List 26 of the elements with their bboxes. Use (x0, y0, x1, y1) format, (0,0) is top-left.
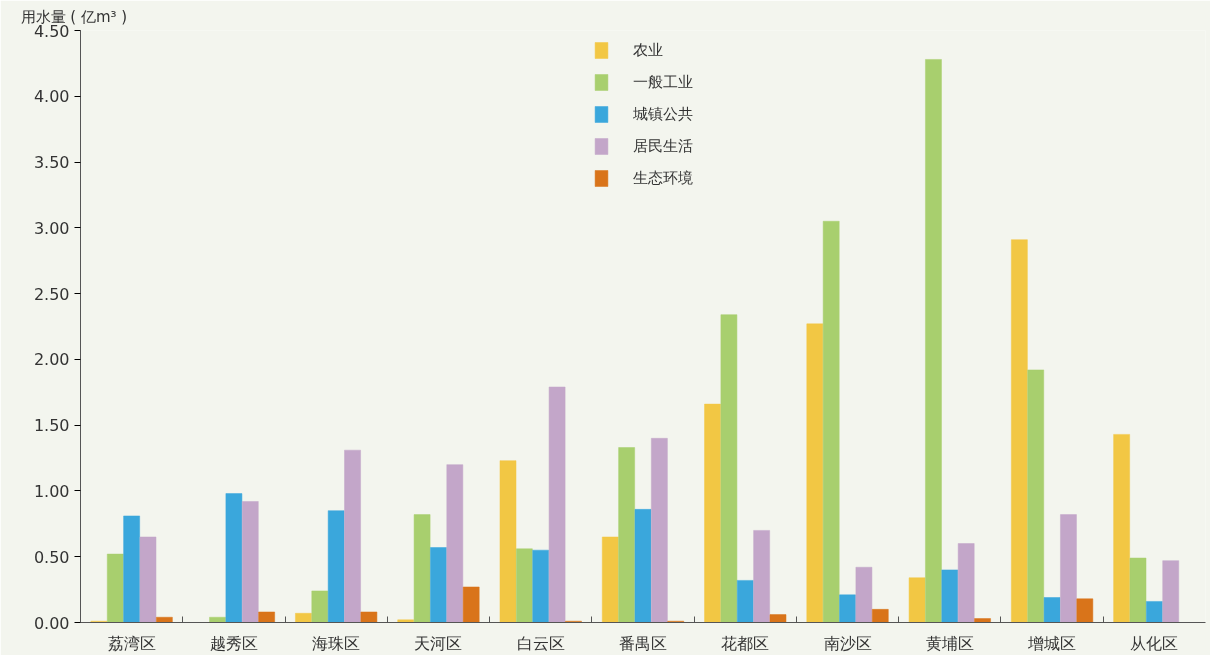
y-axis-title: 用水量 ( 亿m³ ) (20, 7, 128, 26)
legend-label: 居民生活 (632, 136, 693, 156)
x-tick-label: 荔湾区 (107, 633, 156, 653)
y-tick-label: 1.00 (33, 481, 70, 501)
x-tick-label: 花都区 (721, 633, 770, 653)
x-tick-label: 从化区 (1130, 633, 1179, 653)
x-tick-label: 黄埔区 (925, 633, 974, 653)
legend-label: 农业 (632, 40, 663, 60)
x-tick-label: 番禺区 (619, 633, 667, 653)
x-tick-label: 增城区 (1027, 633, 1077, 653)
x-tick-label: 海珠区 (312, 633, 361, 653)
legend-label: 生态环境 (632, 168, 693, 188)
y-tick-label: 3.00 (33, 218, 70, 238)
y-tick-label: 2.00 (33, 350, 70, 370)
y-tick-label: 0.50 (33, 547, 70, 567)
y-tick-label: 3.50 (33, 153, 70, 173)
y-tick-label: 4.00 (33, 87, 70, 107)
x-tick-label: 天河区 (414, 633, 463, 653)
x-tick-label: 越秀区 (209, 633, 258, 653)
x-tick-label: 南沙区 (823, 633, 872, 653)
legend-label: 城镇公共 (632, 104, 693, 124)
x-tick-label: 白云区 (516, 633, 565, 653)
y-tick-label: 0.00 (33, 613, 70, 633)
y-tick-label: 1.50 (33, 416, 70, 436)
y-tick-label: 2.50 (33, 284, 70, 304)
legend-label: 一般工业 (632, 72, 693, 92)
